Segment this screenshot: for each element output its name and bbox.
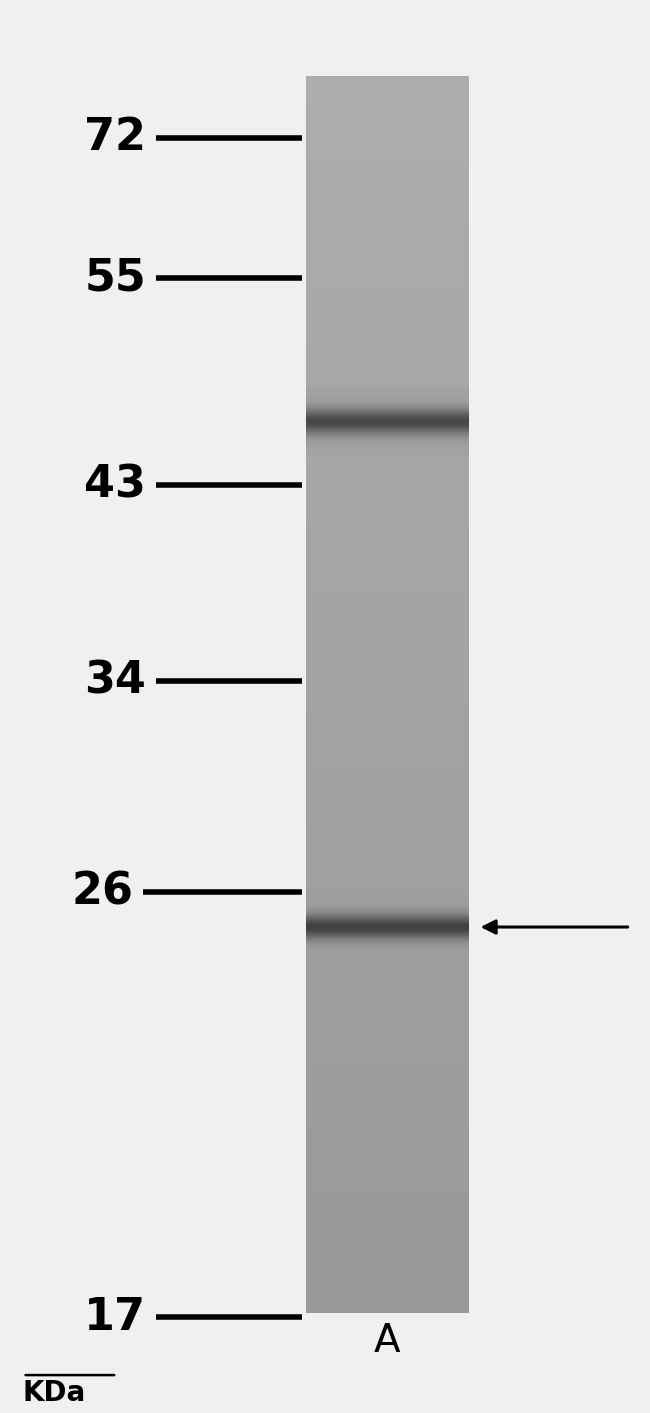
Text: 34: 34 [84, 660, 146, 702]
Text: 43: 43 [84, 463, 146, 506]
Text: 55: 55 [84, 257, 146, 300]
Text: 26: 26 [72, 870, 133, 913]
Text: 17: 17 [84, 1296, 146, 1340]
Text: A: A [374, 1321, 400, 1359]
Text: KDa: KDa [23, 1379, 86, 1407]
Text: 72: 72 [84, 116, 146, 160]
